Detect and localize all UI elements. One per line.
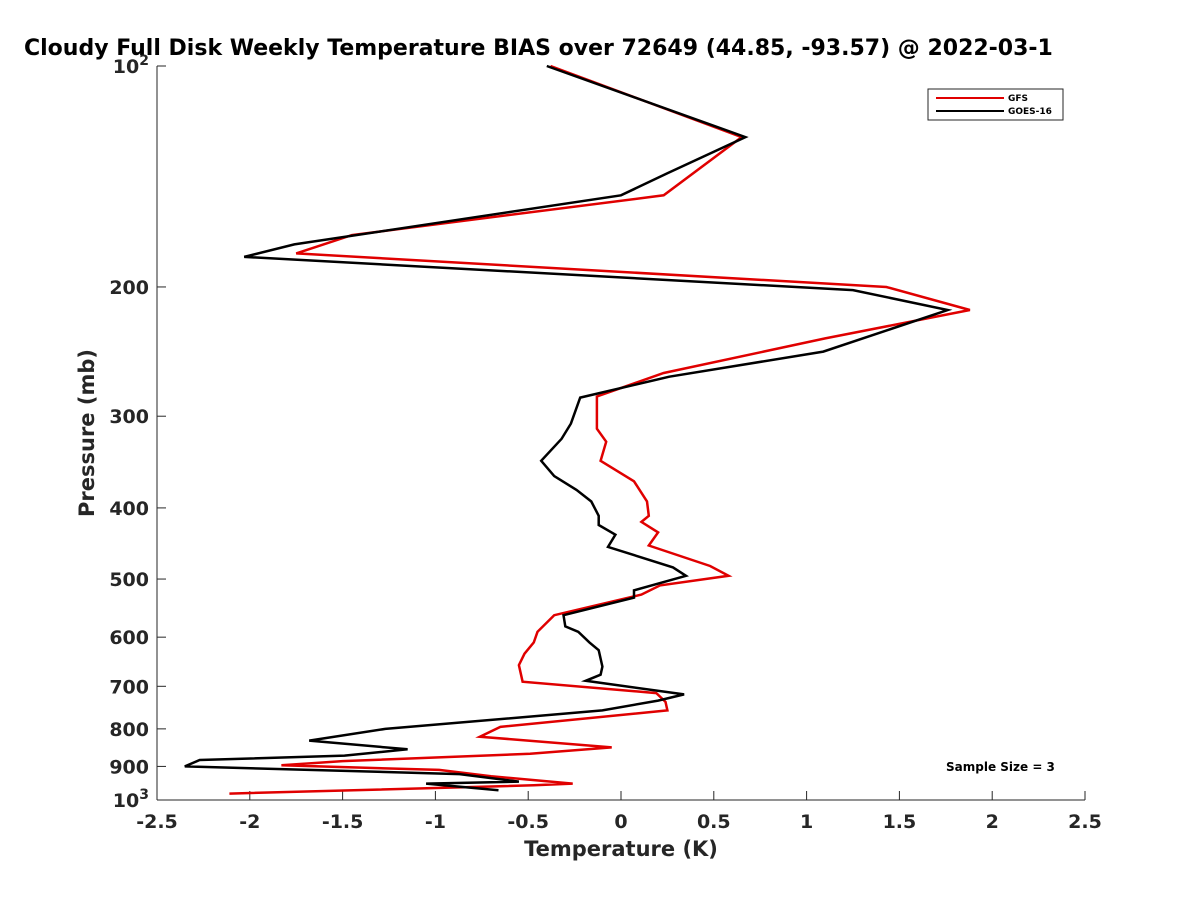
y-tick-label: 500 [109, 569, 149, 591]
y-tick-label: 200 [109, 277, 149, 299]
x-tick-label: -1 [425, 811, 446, 833]
y-tick-label: 700 [109, 676, 149, 698]
x-tick-label: 1 [800, 811, 813, 833]
x-tick-label: 1.5 [883, 811, 917, 833]
legend-label-goes16: GOES-16 [1008, 107, 1052, 117]
legend: GFS GOES-16 [927, 88, 1064, 121]
y-tick-label: 102 [113, 53, 149, 78]
y-axis-label: Pressure (mb) [75, 349, 99, 517]
y-tick-label: 103 [113, 787, 149, 812]
sample-size-annotation: Sample Size = 3 [946, 760, 1055, 774]
series-layer [184, 64, 971, 795]
x-tick-label: -1.5 [322, 811, 364, 833]
legend-label-gfs: GFS [1008, 94, 1028, 104]
x-tick-label: 0.5 [697, 811, 731, 833]
y-axis-ticks: 102 200 300 400 500 600 700 800 900 103 [109, 53, 166, 812]
x-tick-label: 2.5 [1068, 811, 1102, 833]
x-tick-label: -0.5 [507, 811, 549, 833]
y-tick-label: 300 [109, 406, 149, 428]
plot-area [156, 66, 1085, 801]
x-tick-label: 0 [614, 811, 627, 833]
x-tick-label: 2 [986, 811, 999, 833]
y-tick-label: 800 [109, 719, 149, 741]
x-axis-label: Temperature (K) [524, 837, 718, 861]
x-tick-label: -2 [239, 811, 260, 833]
y-tick-label: 600 [109, 627, 149, 649]
y-tick-label: 400 [109, 498, 149, 520]
plot-frame [157, 66, 1085, 800]
chart-title: Cloudy Full Disk Weekly Temperature BIAS… [24, 36, 1053, 61]
y-tick-label: 900 [109, 756, 149, 778]
series-line-gfs [229, 64, 971, 795]
x-tick-label: -2.5 [136, 811, 178, 833]
x-axis-ticks: -2.5 -2 -1.5 -1 -0.5 0 0.5 1 1.5 2 2.5 [136, 791, 1102, 833]
legend-box [927, 88, 1064, 121]
series-line-goes16 [184, 64, 953, 792]
